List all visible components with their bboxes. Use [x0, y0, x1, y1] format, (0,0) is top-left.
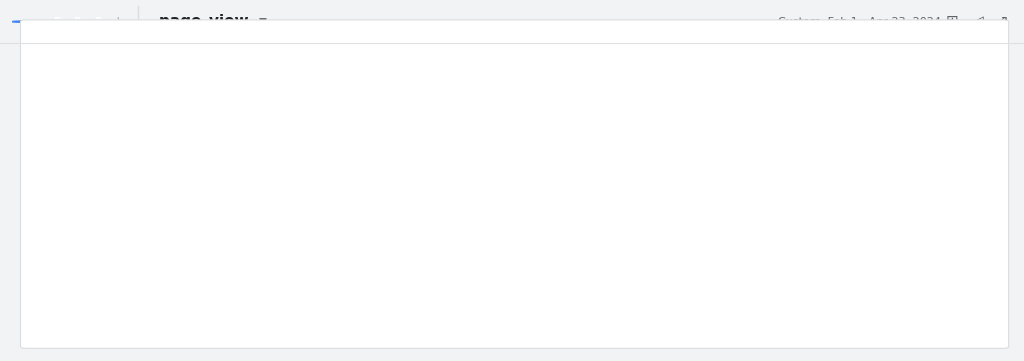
- Text: Custom  Feb 1 - Apr 23, 2024  ▾: Custom Feb 1 - Apr 23, 2024 ▾: [778, 17, 954, 27]
- Text: Page path and screen class exactly matches  [/bio-selling/] —: Page path and screen class exactly match…: [396, 268, 662, 277]
- Text: Event count per user ⓘ: Event count per user ⓘ: [396, 61, 523, 71]
- Text: ⇗: ⇗: [995, 14, 1008, 29]
- Text: P: P: [94, 17, 100, 27]
- Text: 21K: 21K: [685, 310, 720, 328]
- Text: ◁: ◁: [972, 14, 984, 29]
- Text: page_view  ▾: page_view ▾: [159, 14, 266, 30]
- Text: +: +: [113, 15, 123, 28]
- Text: ⊞: ⊞: [946, 14, 958, 29]
- Text: Page path and screen class exactly matches [resource-research/]: Page path and screen class exactly match…: [705, 268, 986, 277]
- Text: 12K: 12K: [59, 310, 94, 328]
- Text: ▾: ▾: [964, 63, 969, 73]
- Circle shape: [58, 21, 95, 22]
- Text: ✓: ✓: [941, 63, 951, 73]
- Circle shape: [38, 21, 75, 22]
- Circle shape: [12, 21, 49, 22]
- Text: Page path and screen class exactly matches [Previous mapping]: Page path and screen class exactly match…: [79, 268, 357, 277]
- Text: Total users ⓘ: Total users ⓘ: [204, 61, 273, 71]
- Text: P: P: [74, 17, 80, 27]
- Text: Event count ⓘ: Event count ⓘ: [59, 61, 144, 71]
- Text: Event value ⓘ: Event value ⓘ: [608, 61, 684, 71]
- Circle shape: [79, 21, 116, 22]
- Text: P: P: [53, 17, 59, 27]
- Text: 10K: 10K: [377, 310, 416, 328]
- Text: ✓: ✓: [27, 17, 35, 27]
